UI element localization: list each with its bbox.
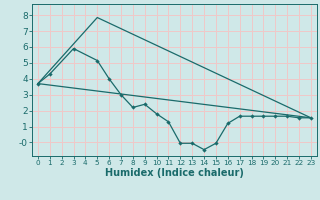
X-axis label: Humidex (Indice chaleur): Humidex (Indice chaleur) bbox=[105, 168, 244, 178]
